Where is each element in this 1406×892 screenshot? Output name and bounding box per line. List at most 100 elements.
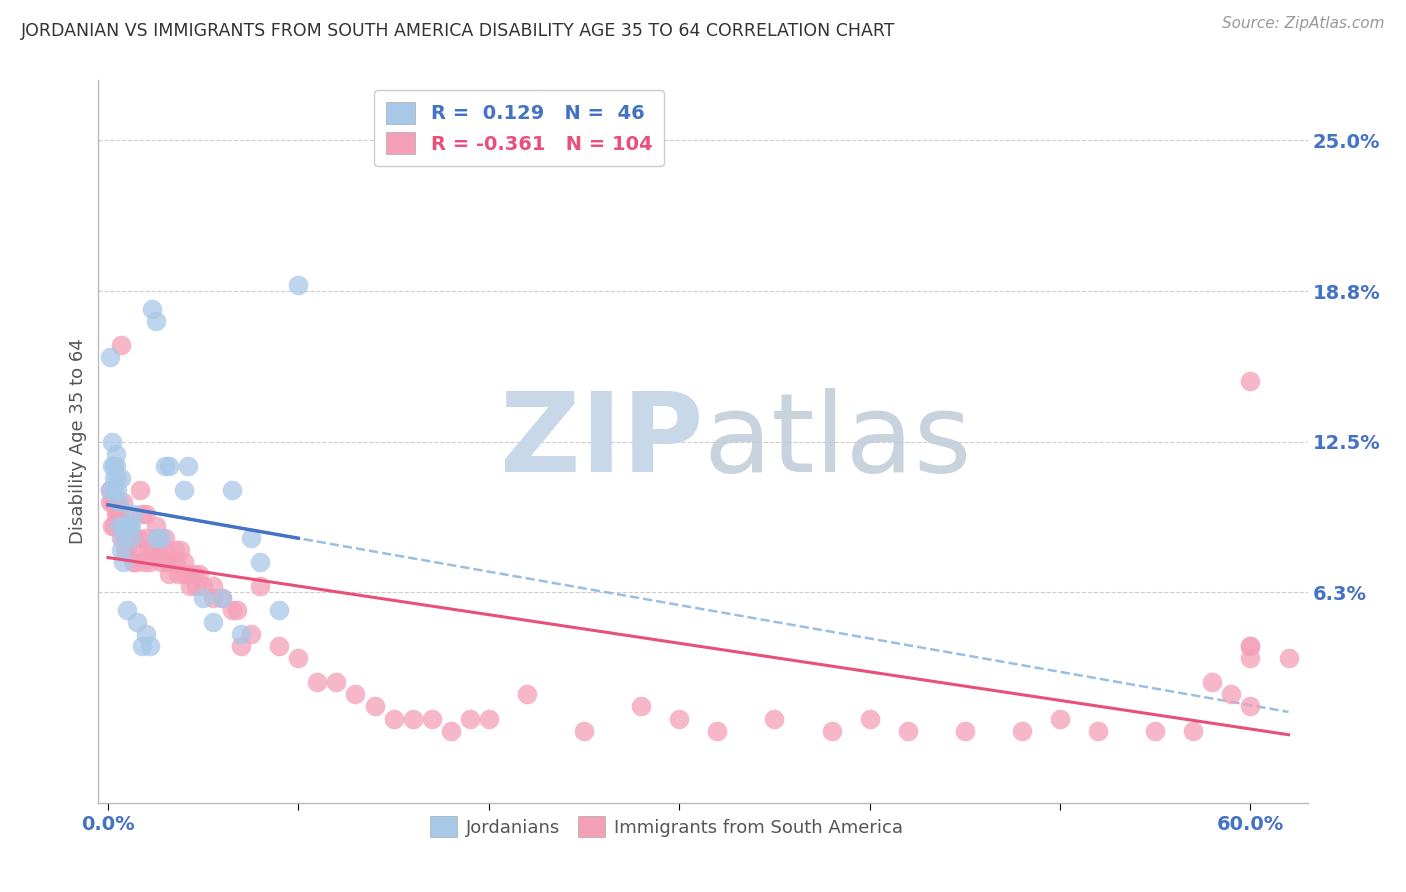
Legend: Jordanians, Immigrants from South America: Jordanians, Immigrants from South Americ… [423, 809, 911, 845]
Text: Source: ZipAtlas.com: Source: ZipAtlas.com [1222, 16, 1385, 31]
Point [478, 712, 501, 726]
Point [173, 567, 195, 582]
Point [136, 542, 159, 557]
Point [516, 687, 538, 701]
Point [173, 555, 195, 569]
Point [141, 301, 163, 317]
Point [112, 555, 135, 569]
Point [118, 519, 141, 533]
Y-axis label: Disability Age 35 to 64: Disability Age 35 to 64 [69, 339, 87, 544]
Point [1049, 712, 1071, 726]
Point [249, 579, 271, 593]
Point [108, 519, 131, 533]
Point [100, 434, 122, 449]
Point [287, 278, 309, 293]
Point [146, 542, 169, 557]
Point [307, 675, 329, 690]
Point [201, 591, 224, 606]
Point [201, 615, 224, 630]
Point [269, 639, 291, 653]
Point [125, 615, 148, 630]
Point [221, 603, 243, 617]
Point [141, 542, 163, 557]
Point [1239, 375, 1261, 389]
Point [112, 494, 135, 508]
Point [221, 483, 243, 497]
Point [103, 494, 125, 508]
Point [201, 579, 224, 593]
Point [1239, 651, 1261, 665]
Point [107, 483, 129, 497]
Point [125, 542, 148, 557]
Point [134, 555, 156, 569]
Point [112, 519, 135, 533]
Point [139, 639, 162, 653]
Point [440, 723, 463, 738]
Point [249, 555, 271, 569]
Point [401, 712, 423, 726]
Point [897, 723, 920, 738]
Point [145, 531, 167, 545]
Point [108, 494, 131, 508]
Point [127, 531, 149, 545]
Point [953, 723, 976, 738]
Point [131, 639, 153, 653]
Point [107, 471, 129, 485]
Point [191, 579, 214, 593]
Point [115, 519, 138, 533]
Point [287, 651, 309, 665]
Point [150, 555, 173, 569]
Point [763, 712, 786, 726]
Point [169, 542, 191, 557]
Point [1201, 675, 1223, 690]
Point [124, 555, 146, 569]
Point [167, 567, 190, 582]
Point [104, 458, 127, 473]
Point [110, 531, 132, 545]
Point [1144, 723, 1167, 738]
Point [231, 627, 253, 641]
Point [177, 458, 200, 473]
Point [104, 494, 127, 508]
Point [188, 567, 211, 582]
Point [1220, 687, 1243, 701]
Point [108, 507, 131, 521]
Point [157, 458, 180, 473]
Point [114, 519, 136, 533]
Point [157, 567, 180, 582]
Point [112, 531, 135, 545]
Point [135, 507, 157, 521]
Point [1182, 723, 1205, 738]
Point [120, 531, 142, 545]
Point [191, 591, 214, 606]
Point [458, 712, 481, 726]
Point [177, 567, 200, 582]
Point [630, 699, 652, 714]
Point [1011, 723, 1033, 738]
Point [104, 447, 127, 461]
Point [148, 531, 170, 545]
Point [363, 699, 385, 714]
Point [153, 531, 176, 545]
Text: atlas: atlas [703, 388, 972, 495]
Point [98, 483, 121, 497]
Point [120, 531, 142, 545]
Point [1277, 651, 1299, 665]
Point [184, 579, 207, 593]
Point [145, 519, 167, 533]
Point [1239, 699, 1261, 714]
Point [103, 519, 125, 533]
Point [114, 507, 136, 521]
Point [226, 603, 249, 617]
Point [100, 458, 122, 473]
Point [163, 542, 186, 557]
Point [135, 627, 157, 641]
Point [110, 338, 132, 352]
Point [239, 627, 262, 641]
Point [110, 471, 132, 485]
Point [706, 723, 728, 738]
Point [145, 314, 167, 328]
Point [115, 603, 138, 617]
Point [166, 555, 188, 569]
Point [103, 483, 125, 497]
